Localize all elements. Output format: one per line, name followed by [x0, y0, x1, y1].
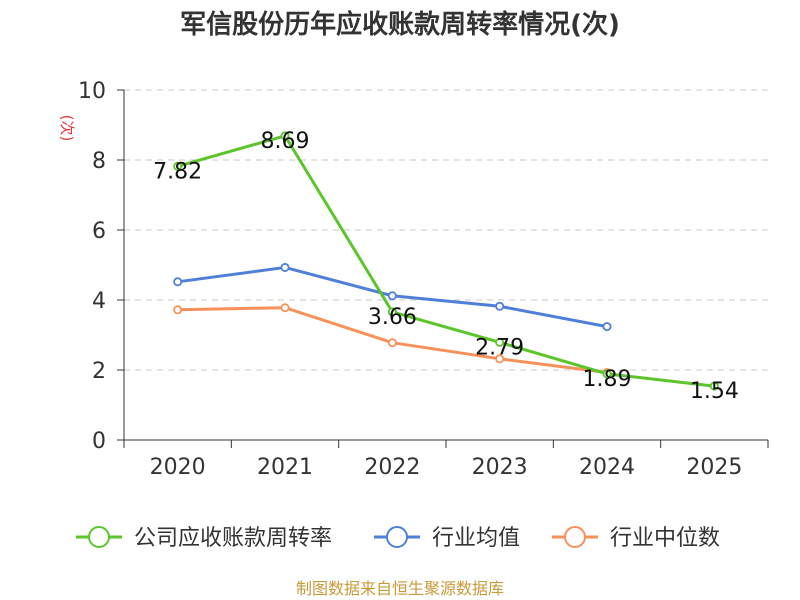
x-tick-label: 2025 — [686, 455, 742, 480]
y-tick-label: 0 — [92, 429, 106, 454]
data-point[interactable] — [280, 131, 290, 141]
data-label: 2.79 — [475, 335, 524, 360]
data-point[interactable] — [709, 381, 719, 391]
y-tick-label: 8 — [92, 149, 106, 174]
data-point[interactable] — [387, 291, 397, 301]
data-point[interactable] — [387, 307, 397, 317]
legend-marker — [88, 526, 110, 548]
data-point[interactable] — [173, 277, 183, 287]
series-line — [177, 134, 715, 388]
legend-item-0[interactable]: 公司应收账款周转率 — [76, 526, 332, 551]
y-tick-label: 4 — [92, 289, 106, 314]
legend-item-1[interactable]: 行业均值 — [374, 526, 520, 551]
legend-label: 行业均值 — [432, 526, 520, 551]
data-point[interactable] — [280, 262, 290, 272]
data-point[interactable] — [495, 354, 505, 364]
data-point[interactable] — [495, 337, 505, 347]
y-axis-unit-label: (次) — [58, 115, 76, 142]
data-point[interactable] — [173, 305, 183, 315]
series-layer — [173, 131, 719, 391]
x-tick-label: 2022 — [364, 455, 420, 480]
data-label: 7.82 — [153, 159, 202, 184]
legend-item-2[interactable]: 行业中位数 — [552, 526, 720, 551]
legend-label: 行业中位数 — [610, 526, 720, 551]
legend-marker — [386, 526, 408, 548]
y-tick-label: 10 — [78, 79, 106, 104]
x-tick-label: 2024 — [579, 455, 635, 480]
y-tick-label: 2 — [92, 359, 106, 384]
chart-title: 军信股份历年应收账款周转率情况(次) — [180, 9, 620, 40]
x-tick-label: 2021 — [257, 455, 313, 480]
x-tick-label: 2023 — [472, 455, 528, 480]
data-point[interactable] — [602, 322, 612, 332]
series-1 — [173, 262, 612, 332]
data-point[interactable] — [495, 301, 505, 311]
x-tick-label: 2020 — [150, 455, 206, 480]
data-label: 1.54 — [690, 379, 739, 404]
data-point[interactable] — [387, 338, 397, 348]
data-point[interactable] — [280, 303, 290, 313]
legend-label: 公司应收账款周转率 — [134, 526, 332, 551]
y-tick-label: 6 — [92, 219, 106, 244]
source-note: 制图数据来自恒生聚源数据库 — [296, 579, 504, 598]
axes — [123, 90, 768, 441]
legend: 公司应收账款周转率 行业均值 行业中位数 — [76, 526, 720, 551]
data-labels: 7.82 8.69 3.66 2.79 1.89 1.54 — [153, 129, 739, 404]
series-0 — [173, 131, 719, 391]
data-point[interactable] — [173, 161, 183, 171]
data-label: 8.69 — [261, 129, 310, 154]
data-label: 1.89 — [583, 367, 632, 392]
data-point[interactable] — [602, 369, 612, 379]
legend-marker — [564, 526, 586, 548]
x-axis-ticks: 2020 2021 2022 2023 2024 2025 — [123, 440, 769, 480]
data-label: 3.66 — [368, 305, 417, 330]
y-axis-ticks: 0 2 4 6 8 10 — [78, 79, 124, 454]
